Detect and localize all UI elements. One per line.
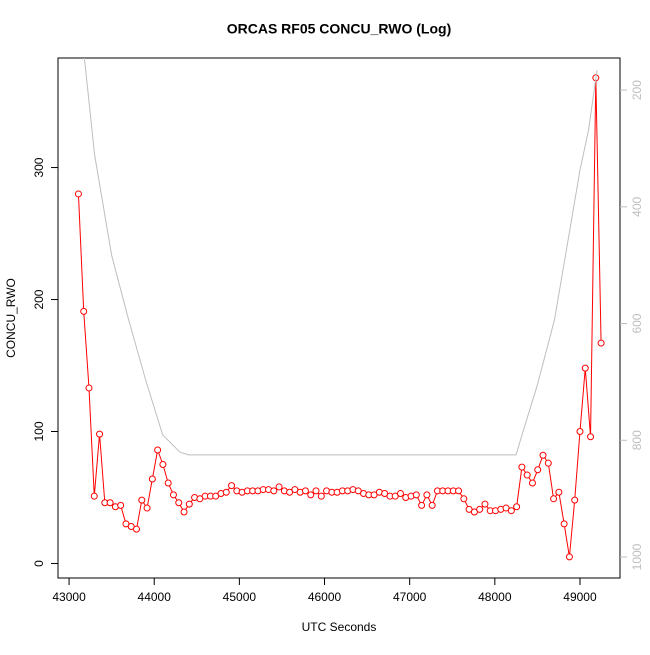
series-line xyxy=(77,77,602,557)
x-tick-label: 47000 xyxy=(393,590,427,604)
point xyxy=(143,504,151,512)
point xyxy=(539,451,547,459)
x-tick-label: 45000 xyxy=(223,590,257,604)
point xyxy=(138,496,146,504)
point xyxy=(133,525,141,533)
point xyxy=(476,505,484,513)
point xyxy=(534,466,542,474)
point xyxy=(159,460,167,468)
y2-tick-label: 1000 xyxy=(630,543,644,570)
point xyxy=(185,500,193,508)
x-tick-label: 44000 xyxy=(138,590,172,604)
point xyxy=(550,495,558,503)
point xyxy=(96,430,104,438)
point xyxy=(571,496,579,504)
point xyxy=(518,463,526,471)
point xyxy=(275,483,283,491)
y-tick-label: 100 xyxy=(32,421,46,441)
point xyxy=(481,500,489,508)
point xyxy=(228,482,236,490)
point xyxy=(175,499,183,507)
point xyxy=(180,508,188,516)
x-tick-label: 43000 xyxy=(52,590,86,604)
point xyxy=(222,488,230,496)
point xyxy=(317,492,325,500)
point xyxy=(528,479,536,487)
point xyxy=(523,471,531,479)
point xyxy=(307,491,315,499)
point xyxy=(576,428,584,436)
x-tick-label: 46000 xyxy=(308,590,342,604)
point xyxy=(587,433,595,441)
point xyxy=(106,499,114,507)
y-tick-label: 0 xyxy=(32,560,46,567)
point xyxy=(423,491,431,499)
point xyxy=(74,190,82,198)
point xyxy=(85,384,93,392)
point xyxy=(312,487,320,495)
point xyxy=(428,501,436,509)
point xyxy=(148,475,156,483)
point xyxy=(513,503,521,511)
y2-tick-label: 800 xyxy=(630,430,644,450)
point xyxy=(555,488,563,496)
series-line xyxy=(83,58,598,456)
point xyxy=(301,487,309,495)
point xyxy=(412,491,420,499)
point xyxy=(396,490,404,498)
y-tick-label: 200 xyxy=(32,289,46,309)
y-tick-label: 300 xyxy=(32,157,46,177)
point xyxy=(418,501,426,509)
x-tick-label: 49000 xyxy=(563,590,597,604)
point xyxy=(154,446,162,454)
y2-tick-label: 200 xyxy=(630,80,644,100)
point xyxy=(597,339,605,347)
point xyxy=(455,487,463,495)
chart-title: ORCAS RF05 CONCU_RWO (Log) xyxy=(227,21,452,37)
y-axis-label: CONCU_RWO xyxy=(4,278,18,358)
plot-area xyxy=(74,58,605,561)
y2-tick-label: 600 xyxy=(630,313,644,333)
point xyxy=(164,479,172,487)
x-axis-label: UTC Seconds xyxy=(302,620,377,634)
point xyxy=(507,507,515,515)
point xyxy=(117,501,125,509)
point xyxy=(270,487,278,495)
y2-tick-label: 400 xyxy=(630,196,644,216)
point xyxy=(460,495,468,503)
plot-box xyxy=(57,57,621,579)
point xyxy=(169,491,177,499)
point xyxy=(544,459,552,467)
point xyxy=(80,307,88,315)
point xyxy=(560,520,568,528)
point xyxy=(565,553,573,561)
x-tick-label: 48000 xyxy=(478,590,512,604)
point xyxy=(90,492,98,500)
point xyxy=(581,364,589,372)
